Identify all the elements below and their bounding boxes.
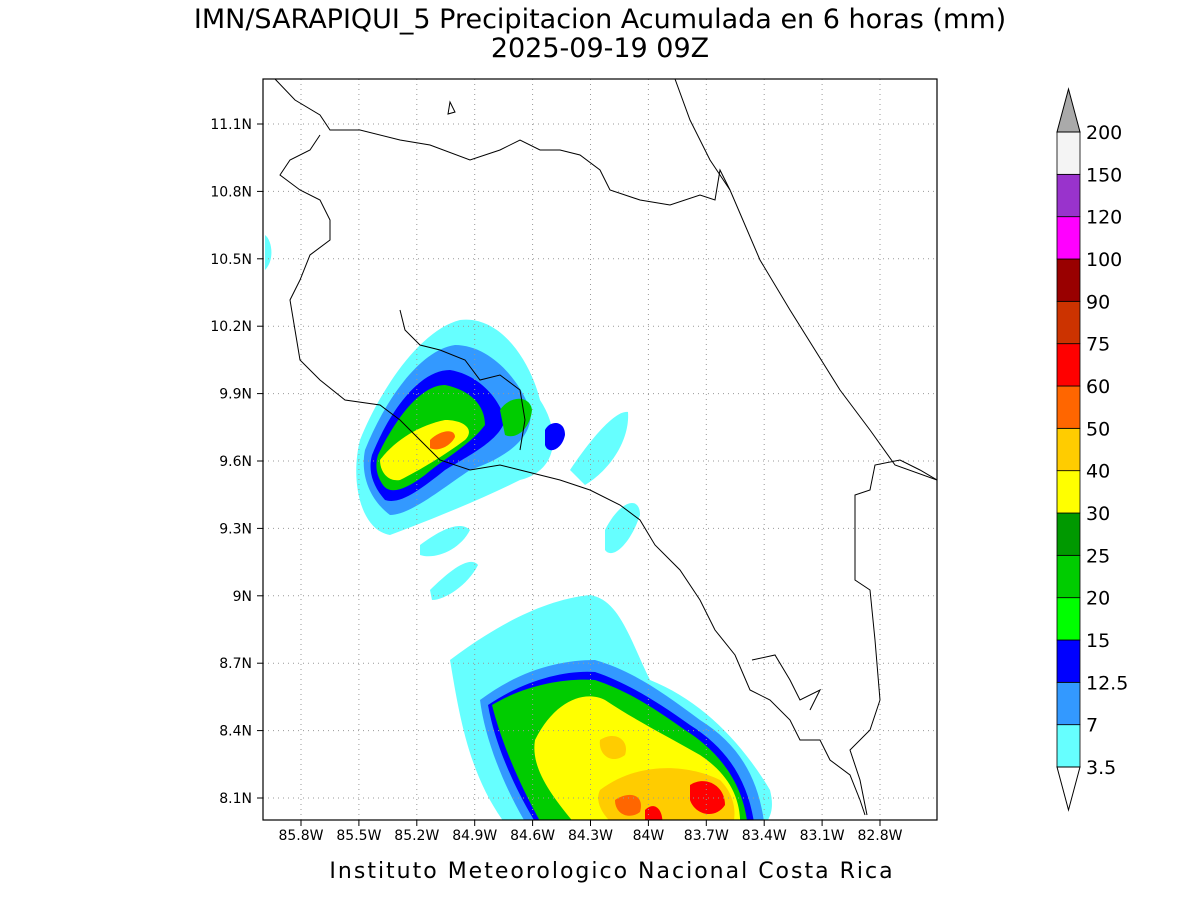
colorbar-label: 12.5 [1086, 672, 1128, 694]
colorbar-label: 75 [1086, 334, 1110, 356]
colorbar-box [1056, 131, 1081, 175]
lon-label: 83.7W [684, 828, 729, 844]
lon-label: 85.2W [394, 828, 439, 844]
colorbar-label: 40 [1086, 461, 1110, 483]
colorbar-box [1056, 258, 1081, 302]
lat-label: 11.1N [210, 117, 252, 133]
colorbar-box [1056, 554, 1081, 599]
colorbar-label: 200 [1086, 122, 1122, 144]
colorbar-label: 25 [1086, 545, 1110, 567]
colorbar-box [1056, 597, 1081, 641]
colorbar-box [1056, 470, 1081, 514]
map-frame [262, 78, 938, 821]
lon-label: 84.3W [568, 828, 613, 844]
colorbar-label: 60 [1086, 376, 1110, 398]
colorbar-box [1056, 173, 1081, 218]
colorbar-label: 100 [1086, 249, 1122, 271]
colorbar-label: 90 [1086, 291, 1110, 313]
lat-label: 9.9N [219, 387, 252, 403]
lon-label: 85.5W [336, 828, 381, 844]
lon-label: 83.4W [742, 828, 787, 844]
colorbar-above [1056, 87, 1081, 133]
colorbar-label: 7 [1086, 715, 1098, 737]
colorbar-box [1056, 681, 1081, 726]
colorbar-box [1056, 343, 1081, 387]
colorbar-box [1056, 385, 1081, 429]
lat-label: 9.6N [219, 454, 252, 470]
lon-label: 84.6W [510, 828, 555, 844]
precip-field [265, 235, 772, 820]
lat-label: 8.7N [219, 656, 252, 672]
colorbar: 3.5 7 12.5 15 20 25 30 40 50 60 75 90 100 120 150 200 [1056, 87, 1128, 812]
colorbar-label: 3.5 [1086, 757, 1116, 779]
footer: Instituto Meteorologico Nacional Costa R… [329, 859, 894, 884]
coastline [274, 79, 937, 816]
lat-label: 10.2N [210, 319, 252, 335]
colorbar-label: 15 [1086, 630, 1110, 652]
subtitle: 2025-09-19 09Z [491, 33, 709, 64]
lon-label: 84W [633, 828, 665, 844]
colorbar-box [1056, 300, 1081, 345]
lat-label: 9N [233, 589, 252, 605]
colorbar-label: 120 [1086, 207, 1122, 229]
lon-label: 85.8W [278, 828, 323, 844]
lat-label: 9.3N [219, 521, 252, 537]
title: IMN/SARAPIQUI_5 Precipitacion Acumulada … [194, 4, 1006, 35]
lat-label: 10.8N [210, 184, 252, 200]
lat-label: 8.4N [219, 724, 252, 740]
colorbar-box [1056, 512, 1081, 556]
lon-label: 84.9W [452, 828, 497, 844]
colorbar-box [1056, 216, 1081, 260]
lon-label: 83.1W [800, 828, 845, 844]
colorbar-label: 30 [1086, 503, 1110, 525]
colorbar-label: 50 [1086, 418, 1110, 440]
colorbar-label: 150 [1086, 164, 1122, 186]
colorbar-box [1056, 724, 1081, 768]
lon-label: 82.8W [857, 828, 902, 844]
lat-label: 8.1N [219, 791, 252, 807]
colorbar-box [1056, 427, 1081, 472]
graticule [257, 79, 937, 826]
colorbar-box [1056, 639, 1081, 683]
colorbar-below [1056, 766, 1081, 812]
colorbar-label: 20 [1086, 588, 1110, 610]
lat-label: 10.5N [210, 252, 252, 268]
